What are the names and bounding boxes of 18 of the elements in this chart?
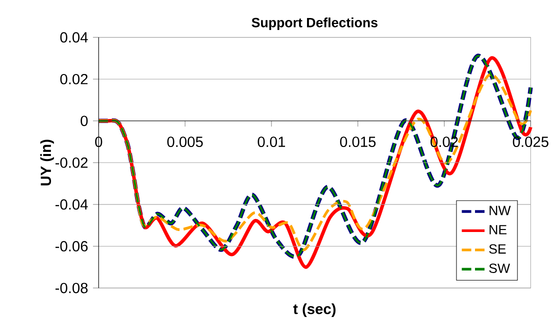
x-tick-label: 0.01 — [258, 136, 286, 148]
y-tick-label: 0.04 — [60, 32, 88, 43]
y-tick-label: -0.08 — [55, 282, 88, 294]
x-axis-title: t (sec) — [293, 303, 336, 318]
chart-title: Support Deflections — [252, 18, 378, 30]
x-tick-label: 0.025 — [512, 136, 548, 148]
y-tick-label: -0.04 — [55, 199, 88, 210]
y-tick-label: 0.02 — [60, 74, 88, 84]
x-tick-label: 0.005 — [167, 136, 203, 148]
y-tick-label: -0.06 — [55, 241, 88, 252]
legend-label: SE — [489, 244, 506, 254]
y-axis-title: UY (in) — [40, 140, 54, 186]
y-tick-label: 0 — [80, 116, 88, 126]
y-tick-label: -0.02 — [55, 157, 88, 168]
legend-label: NE — [490, 225, 507, 234]
legend-label: NW — [490, 206, 511, 216]
x-tick-label: 0.015 — [340, 136, 376, 148]
legend-label: SW — [489, 264, 510, 274]
